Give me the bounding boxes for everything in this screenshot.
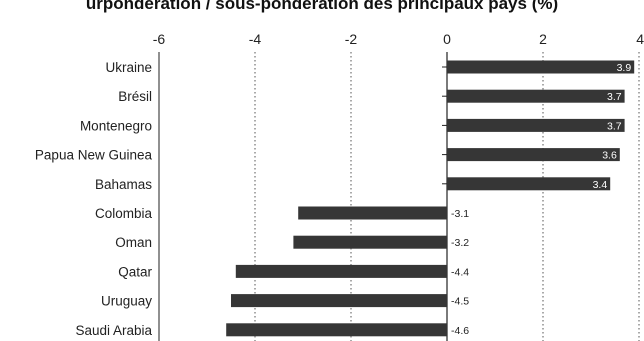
data-label: -3.1: [451, 208, 469, 220]
bar: [293, 235, 447, 249]
data-labels: 3.9 3.7 3.7 3.6 3.4 -3.1 -3.2 -4.4 -4.5 -4.6: [451, 62, 631, 337]
category-labels: Ukraine Brésil Montenegro Papua New Guinea B…: [35, 60, 153, 338]
category-label: Colombia: [95, 206, 153, 221]
data-label: 3.9: [617, 62, 632, 74]
category-label: Ukraine: [105, 60, 152, 75]
data-label: -4.6: [451, 325, 469, 337]
data-label: -4.5: [451, 296, 469, 308]
bar: [235, 264, 447, 278]
bar: [447, 60, 635, 74]
x-tick-label: 4: [636, 31, 644, 47]
bar: [447, 89, 625, 103]
data-label: 3.7: [607, 120, 622, 132]
category-label: Uruguay: [101, 294, 152, 309]
bar: [447, 118, 625, 132]
bar: [447, 148, 620, 162]
category-label: Oman: [115, 235, 152, 250]
bar: [231, 294, 447, 308]
x-tick-labels: -6 -4 -2 0 2 4: [153, 31, 644, 47]
data-label: 3.6: [602, 150, 617, 162]
x-tick-label: -6: [153, 31, 166, 47]
bar: [226, 323, 447, 337]
bar: [447, 177, 611, 191]
category-label: Brésil: [118, 89, 152, 104]
x-tick-label: -4: [249, 31, 262, 47]
x-tick-label: -2: [345, 31, 358, 47]
category-label: Papua New Guinea: [35, 148, 153, 163]
x-tick-label: 2: [539, 31, 547, 47]
data-label: 3.7: [607, 91, 622, 103]
x-tick-label: 0: [443, 31, 451, 47]
data-label: -3.2: [451, 237, 469, 249]
category-label: Qatar: [118, 264, 152, 279]
chart-title: urpondération / sous-pondération des pri…: [85, 0, 559, 13]
data-label: 3.4: [593, 179, 608, 191]
bar: [298, 206, 447, 220]
category-label: Saudi Arabia: [75, 323, 152, 338]
data-label: -4.4: [451, 266, 469, 278]
category-label: Montenegro: [80, 118, 152, 133]
bars: [226, 60, 635, 337]
category-label: Bahamas: [95, 177, 152, 192]
